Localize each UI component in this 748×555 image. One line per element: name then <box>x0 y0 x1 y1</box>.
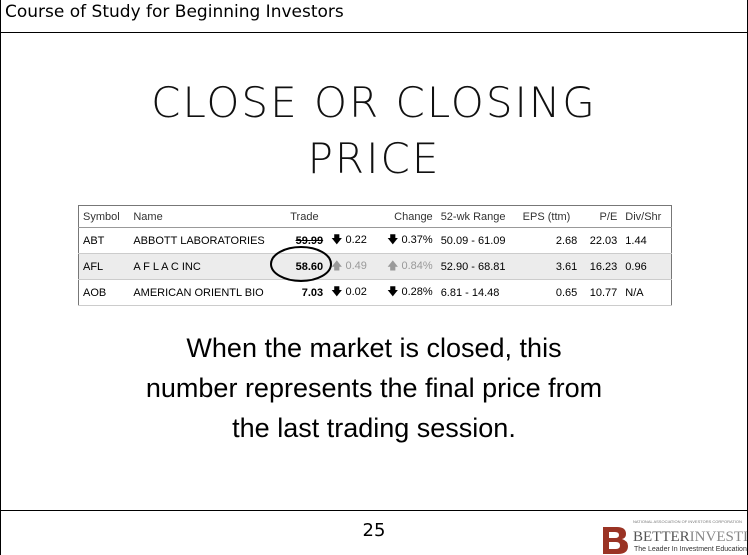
cell: 2.68 <box>518 227 582 254</box>
logo-mark <box>603 527 628 554</box>
slide-title: CLOSE OR CLOSING <box>151 78 597 127</box>
cell: 0.96 <box>621 253 672 280</box>
cell: ABBOTT LABORATORIES <box>129 227 287 254</box>
logo: NATIONAL ASSOCIATION OF INVESTORS CORPOR… <box>603 519 747 554</box>
slide-title: PRICE <box>307 134 441 183</box>
body-text: When the market is closed, this <box>186 333 562 363</box>
cell: 0.28% <box>401 286 433 298</box>
cell-wrap: 🡇 0.02 <box>327 279 377 306</box>
col-header: Change <box>376 205 437 228</box>
col-header: Trade <box>286 205 328 228</box>
logo-mark-inner <box>609 532 620 549</box>
header-title: Course of Study for Beginning Investors <box>5 2 344 22</box>
cell-wrap: 🡇 0.22 <box>327 227 377 254</box>
cell-wrap: 🡇 0.28% <box>376 279 437 306</box>
cell: 10.77 <box>581 279 622 306</box>
cell: 50.09 - 61.09 <box>436 227 519 254</box>
cell: 0.65 <box>518 279 582 306</box>
col-header: EPS (ttm) <box>518 205 582 228</box>
col-header: 52-wk Range <box>436 205 519 228</box>
cell: 0.84% <box>401 260 433 272</box>
page-number: 25 <box>362 520 386 541</box>
cell: AOB <box>78 279 130 306</box>
body-text: number represents the final price from <box>145 373 603 403</box>
cell: 22.03 <box>581 227 622 254</box>
col-header <box>327 205 377 228</box>
logo-name-b: INVESTING <box>690 529 747 545</box>
col-header: Div/Shr <box>621 205 672 228</box>
cell: 7.03 <box>286 279 328 306</box>
cell: 0.02 <box>345 286 367 298</box>
body-text: the last trading session. <box>232 413 516 443</box>
header-rule <box>1 32 747 33</box>
cell: 52.90 - 68.81 <box>436 253 519 280</box>
cell: 1.44 <box>621 227 672 254</box>
cell-wrap: 🡇 0.37% <box>376 227 437 254</box>
col-header: P/E <box>581 205 622 228</box>
cell: 59.99 <box>286 227 328 254</box>
cell: A F L A C INC <box>129 253 287 280</box>
col-header: Name <box>129 205 287 228</box>
header-row: Symbol Name Trade Change 52-wk Range EPS… <box>78 205 672 228</box>
cell-wrap: 🡅 0.84% <box>376 253 437 280</box>
ellipse <box>270 246 332 282</box>
logo-org: NATIONAL ASSOCIATION OF INVESTORS CORPOR… <box>633 519 742 524</box>
cell: 0.22 <box>345 234 367 246</box>
cell-wrap: 🡅 0.49 <box>327 253 377 280</box>
cell: 58.60 <box>286 253 328 280</box>
cell: ABT <box>78 227 130 254</box>
cell: 0.49 <box>345 260 367 272</box>
cell: 3.61 <box>518 253 582 280</box>
cell: AMERICAN ORIENTL BIO <box>129 279 287 306</box>
cell: N/A <box>621 279 672 306</box>
row: AOB AMERICAN ORIENTL BIO 7.03 🡇 0.02 🡇 0… <box>78 279 672 306</box>
col-header: Symbol <box>78 205 130 228</box>
row: AFL A F L A C INC 58.60 🡅 0.49 🡅 0.84% 5… <box>78 253 672 280</box>
cell: AFL <box>78 253 130 280</box>
logo-name-a: BETTER <box>633 529 690 545</box>
quote-table: Symbol Name Trade Change 52-wk Range EPS… <box>78 205 672 306</box>
cell: 6.81 - 14.48 <box>436 279 519 306</box>
highlight-circle <box>270 246 332 282</box>
logo-tagline: The Leader In Investment Education <box>634 546 747 553</box>
row: ABT ABBOTT LABORATORIES 59.99 🡇 0.22 🡇 0… <box>78 227 672 254</box>
cell: 16.23 <box>581 253 622 280</box>
logo-name: BETTERINVESTING <box>633 529 747 545</box>
footer-rule <box>1 510 747 511</box>
cell: 0.37% <box>401 234 433 246</box>
